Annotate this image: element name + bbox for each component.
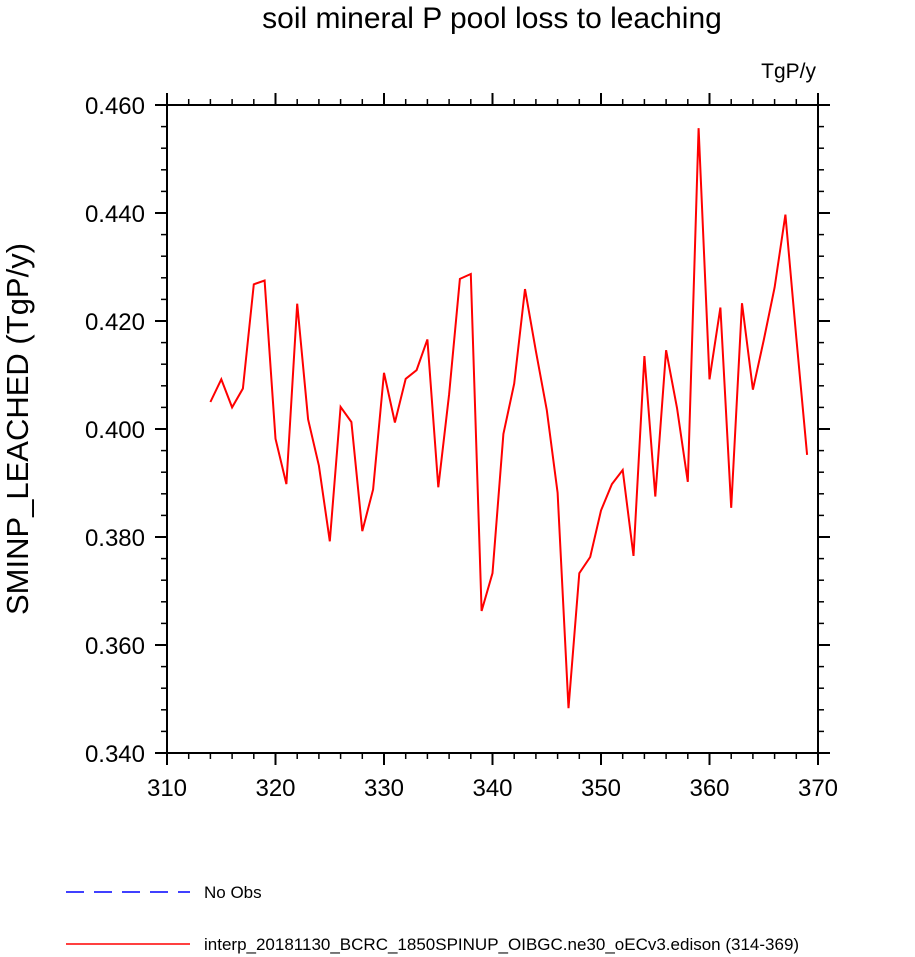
y-tick-label: 0.360 — [85, 633, 145, 660]
series-lines — [209, 128, 809, 709]
x-tick-label: 310 — [147, 775, 187, 802]
plot-frame — [166, 104, 819, 754]
legend: No Obs interp_20181130_BCRC_1850SPINUP_OI… — [66, 883, 799, 954]
y-axis-label: SMINP_LEACHED (TgP/y) — [0, 243, 35, 615]
axis-tick-labels: 310 320 330 340 350 360 370 0.340 0.360 0.380 0.40… — [85, 93, 838, 802]
legend-label: No Obs — [204, 883, 262, 902]
legend-label: interp_20181130_BCRC_1850SPINUP_OIBGC.ne… — [204, 935, 799, 954]
chart-title: soil mineral P pool loss to leaching — [262, 2, 722, 35]
y-tick-label: 0.440 — [85, 201, 145, 228]
units-label: TgP/y — [761, 60, 816, 83]
y-tick-label: 0.420 — [85, 309, 145, 336]
x-tick-label: 320 — [255, 775, 295, 802]
x-tick-label: 340 — [472, 775, 512, 802]
series-line — [209, 128, 809, 709]
y-tick-label: 0.400 — [85, 417, 145, 444]
y-tick-label: 0.460 — [85, 93, 145, 120]
y-tick-label: 0.380 — [85, 525, 145, 552]
x-tick-label: 360 — [689, 775, 729, 802]
x-tick-label: 350 — [581, 775, 621, 802]
x-tick-label: 370 — [798, 775, 838, 802]
x-tick-label: 330 — [364, 775, 404, 802]
y-tick-label: 0.340 — [85, 741, 145, 768]
axis-ticks — [155, 93, 830, 765]
